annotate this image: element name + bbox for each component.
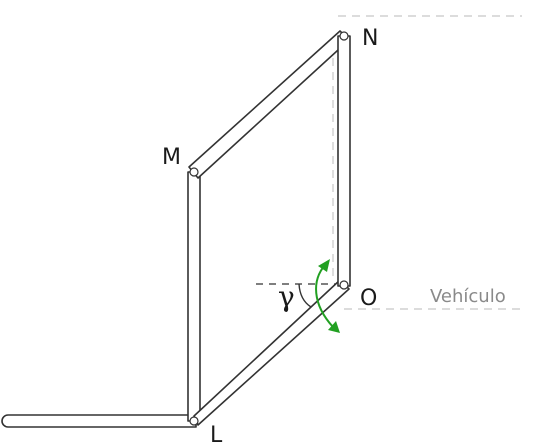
link-lo: [193, 279, 350, 426]
pivot-m: [189, 167, 199, 177]
link-no: [337, 35, 351, 287]
angle-arc: [298, 283, 312, 308]
linkage-bars: [1, 30, 351, 428]
angle-construction: [256, 283, 338, 308]
label-gamma: γ: [278, 280, 295, 313]
pivot-l: [189, 416, 199, 426]
reference-guides: [332, 15, 522, 310]
pivot-o: [339, 280, 349, 290]
ground-bar: [1, 414, 197, 428]
rotation-arc: [315, 264, 334, 328]
pivot-n: [339, 31, 349, 41]
rotation-arrow: [315, 259, 340, 333]
rotation-arrow-head-top: [318, 259, 330, 272]
link-mn: [188, 30, 350, 179]
label-vehiculo: Vehículo: [430, 286, 506, 307]
label-m: M: [162, 145, 181, 170]
label-n: N: [362, 26, 378, 51]
label-l: L: [210, 423, 223, 443]
rotation-arrow-head-bottom: [328, 321, 340, 333]
label-o: O: [360, 286, 377, 311]
link-lm: [187, 171, 201, 422]
pivot-pins: [189, 31, 349, 426]
